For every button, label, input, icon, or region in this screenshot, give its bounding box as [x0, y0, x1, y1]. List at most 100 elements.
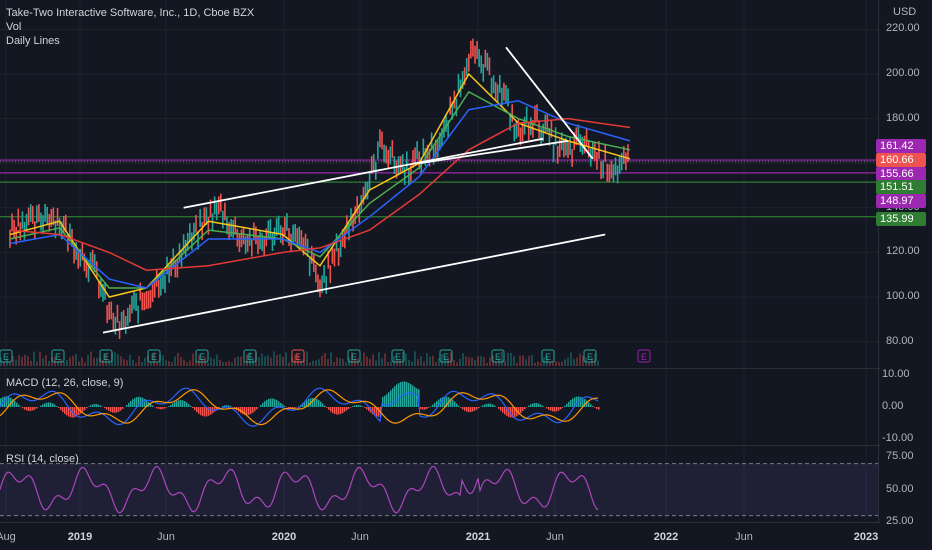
volume-bar: [594, 353, 596, 366]
volume-bar: [207, 362, 209, 366]
macd-histogram-bar: [206, 407, 208, 417]
earnings-marker-label: E: [55, 352, 61, 362]
macd-histogram-bar: [44, 403, 46, 407]
volume-bar: [24, 354, 26, 366]
macd-histogram-bar: [158, 407, 160, 410]
macd-histogram-bar: [596, 407, 598, 409]
volume-bar: [393, 355, 395, 366]
macd-histogram-bar: [586, 400, 588, 407]
volume-bar: [237, 356, 239, 366]
pane-separator: [0, 368, 880, 369]
volume-bar: [135, 362, 137, 366]
macd-histogram-bar: [506, 407, 508, 416]
macd-histogram-bar: [208, 407, 210, 416]
macd-histogram-bar: [262, 402, 264, 407]
volume-bar: [513, 356, 515, 366]
volume-bar: [114, 351, 116, 366]
macd-histogram-bar: [156, 407, 158, 409]
macd-histogram-bar: [576, 396, 578, 407]
volume-bar: [456, 362, 458, 366]
volume-bar: [18, 355, 20, 366]
volume-bar: [471, 357, 473, 366]
volume-bar: [267, 355, 269, 366]
volume-bar: [363, 352, 365, 366]
volume-bar: [288, 362, 290, 366]
volume-bar: [180, 357, 182, 366]
y-tick-label: 120.00: [886, 245, 920, 258]
macd-histogram-bar: [552, 407, 554, 412]
volume-bar: [528, 355, 530, 366]
volume-bar: [78, 361, 80, 366]
volume-bar: [474, 360, 476, 366]
volume-bar: [567, 357, 569, 366]
trendline: [419, 140, 569, 165]
macd-histogram-bar: [54, 404, 56, 407]
macd-histogram-bar: [580, 396, 582, 407]
macd-histogram-bar: [316, 398, 318, 407]
volume-bar: [213, 358, 215, 366]
macd-histogram-bar: [168, 406, 170, 407]
macd-histogram-bar: [340, 407, 342, 414]
currency-label: USD: [893, 6, 917, 18]
volume-bar: [366, 356, 368, 366]
macd-histogram-bar: [466, 407, 468, 412]
macd-histogram-bar: [224, 405, 226, 407]
macd-histogram-bar: [170, 404, 172, 407]
earnings-marker: [541, 349, 555, 363]
macd-histogram-bar: [348, 407, 350, 409]
macd-histogram-bar: [412, 385, 414, 407]
volume-bar: [99, 357, 101, 366]
volume-bar: [84, 362, 86, 366]
volume-bar: [399, 359, 401, 366]
macd-histogram-bar: [470, 407, 472, 413]
macd-histogram-bar: [98, 404, 100, 407]
macd-histogram-bar: [128, 402, 130, 407]
macd-histogram-bar: [36, 407, 38, 409]
macd-histogram-bar: [210, 407, 212, 415]
macd-histogram-bar: [434, 402, 436, 407]
macd-histogram-bar: [146, 400, 148, 407]
volume-bar: [480, 355, 482, 366]
volume-bar: [525, 359, 527, 366]
macd-histogram-bar: [344, 407, 346, 412]
earnings-marker-label: E: [395, 352, 401, 362]
volume-bar: [285, 352, 287, 366]
macd-histogram-bar: [382, 396, 384, 407]
volume-bar: [108, 359, 110, 366]
macd-histogram-bar: [376, 407, 378, 417]
macd-histogram-bar: [92, 404, 94, 407]
volume-bar: [171, 362, 173, 366]
macd-histogram-bar: [384, 395, 386, 407]
macd-histogram-bar: [142, 397, 144, 407]
macd-histogram-bar: [542, 405, 544, 407]
volume-bar: [282, 356, 284, 366]
macd-histogram-bar: [282, 404, 284, 407]
volume-bar: [102, 359, 104, 366]
macd-histogram-bar: [110, 407, 112, 412]
macd-histogram-bar: [134, 397, 136, 407]
x-tick-label: 2020: [271, 531, 297, 543]
volume-bar: [408, 359, 410, 366]
volume-bar: [369, 358, 371, 366]
volume-bar: [42, 357, 44, 366]
volume-bar: [483, 357, 485, 366]
volume-bar: [63, 362, 65, 366]
macd-histogram-bar: [228, 405, 230, 407]
macd-histogram-bar: [488, 403, 490, 407]
macd-histogram-bar: [204, 407, 206, 417]
volume-bar: [168, 360, 170, 366]
macd-histogram-bar: [368, 407, 370, 412]
volume-bar: [522, 355, 524, 366]
macd-histogram-bar: [460, 407, 462, 408]
macd-histogram-bar: [472, 407, 474, 412]
macd-histogram-bar: [406, 382, 408, 407]
macd-histogram-bar: [518, 407, 520, 415]
volume-bar: [453, 360, 455, 366]
price-tag: 148.97: [876, 194, 926, 208]
volume-bar: [210, 357, 212, 366]
macd-histogram-bar: [130, 400, 132, 407]
macd-histogram-bar: [306, 400, 308, 407]
macd-histogram-bar: [468, 407, 470, 413]
macd-histogram-bar: [254, 407, 256, 412]
